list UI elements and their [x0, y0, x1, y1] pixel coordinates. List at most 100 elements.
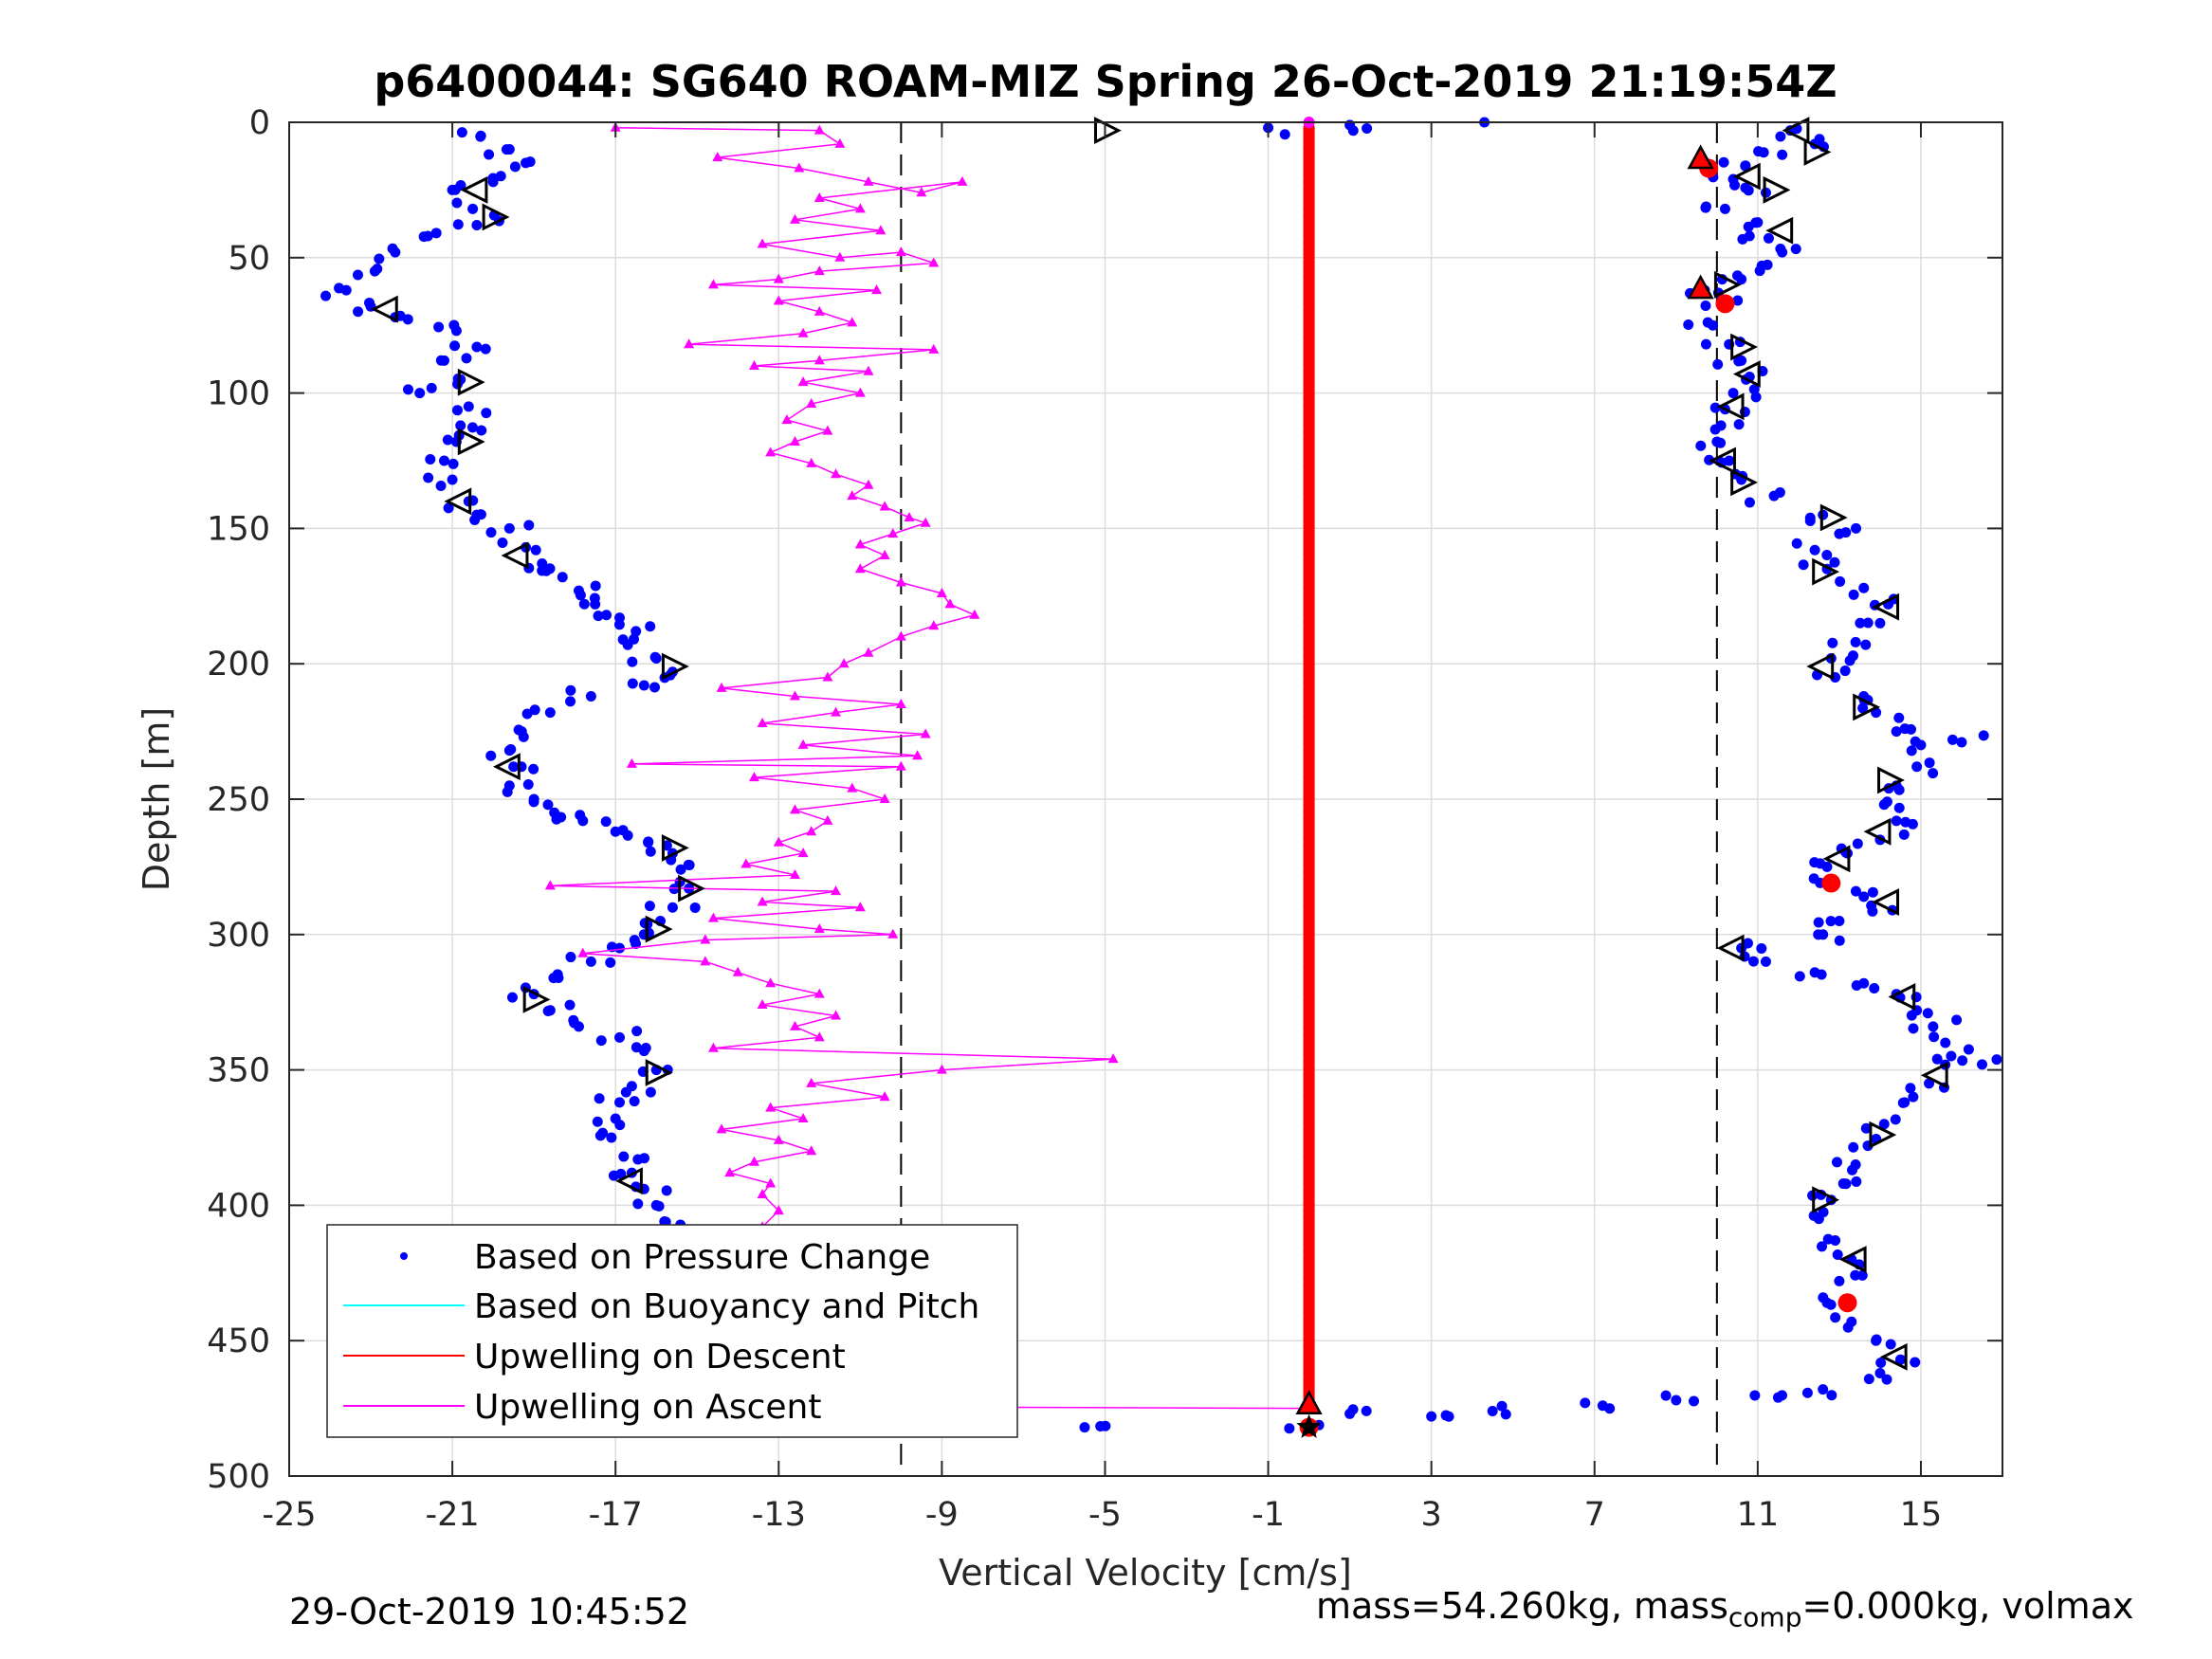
triangle-marker — [1713, 270, 1742, 299]
ascent-point — [789, 436, 800, 447]
pressure-point — [1808, 1210, 1819, 1221]
pressure-point — [528, 796, 539, 808]
pressure-point — [605, 957, 616, 968]
pressure-point — [661, 1185, 672, 1196]
red-circle-marker — [1715, 294, 1735, 314]
pressure-point — [613, 1031, 625, 1043]
pressure-point — [1827, 637, 1838, 648]
triangle-marker — [1765, 216, 1794, 245]
ascent-point — [716, 682, 727, 692]
ascent-point — [944, 598, 956, 609]
ascent-point — [740, 858, 752, 868]
legend-swatch-pressure — [400, 1252, 408, 1260]
ascent-point — [831, 1010, 842, 1020]
pressure-point — [1867, 905, 1878, 917]
ascent-point — [863, 479, 874, 489]
pressure-point — [485, 750, 497, 761]
pressure-point — [471, 341, 483, 353]
pressure-point — [518, 731, 529, 742]
x-tick-label: 3 — [1421, 1496, 1442, 1534]
pressure-point — [631, 1026, 643, 1037]
pressure-point — [1804, 512, 1816, 523]
triangle-marker — [1730, 333, 1759, 361]
ascent-point — [797, 376, 809, 387]
ascent-point — [707, 912, 719, 922]
ascent-point — [863, 175, 874, 186]
ascent-point — [757, 999, 768, 1010]
pressure-point — [1728, 388, 1739, 399]
ascent-point — [936, 587, 947, 597]
pressure-point — [1801, 1387, 1813, 1398]
pressure-point — [1897, 1097, 1909, 1108]
pressure-point — [430, 228, 442, 239]
pressure-point — [402, 314, 413, 325]
pressure-point — [1928, 768, 1939, 779]
ascent-point — [814, 191, 825, 202]
pressure-point — [597, 1127, 609, 1139]
pressure-point — [1951, 1014, 1963, 1026]
pressure-point — [1500, 1409, 1511, 1420]
triangle-marker — [1872, 888, 1900, 916]
ascent-point — [936, 1064, 947, 1074]
pressure-point — [1891, 815, 1902, 827]
mass-annotation: mass=54.260kg, masscomp=0.000kg, volmax — [1316, 1585, 2133, 1633]
ascent-point — [895, 630, 906, 641]
pressure-point — [565, 952, 576, 963]
pressure-point — [521, 708, 533, 720]
pressure-point — [1712, 358, 1724, 370]
pressure-point — [578, 598, 590, 610]
pressure-point — [565, 684, 576, 696]
triangle-marker — [1888, 983, 1916, 1011]
pressure-point — [1284, 1423, 1295, 1434]
pressure-point — [529, 704, 540, 716]
ascent-point — [879, 549, 890, 559]
pressure-point — [456, 127, 467, 138]
pressure-point — [1700, 301, 1711, 312]
pressure-point — [568, 1014, 579, 1026]
pressure-point — [1791, 538, 1802, 549]
ascent-point — [814, 1031, 825, 1042]
ascent-point — [831, 706, 842, 717]
ascent-point — [716, 1123, 727, 1134]
triangle-marker — [1803, 137, 1832, 166]
ascent-point — [904, 511, 915, 521]
pressure-point — [592, 1116, 603, 1127]
pressure-point — [1924, 757, 1935, 769]
pressure-point — [544, 707, 556, 719]
mass-annotation-suffix: =0.000kg, volmax — [1801, 1585, 2134, 1627]
pressure-point — [449, 184, 461, 195]
ascent-point — [969, 609, 980, 619]
pressure-point — [631, 1042, 642, 1053]
pressure-point — [590, 580, 601, 592]
pressure-point — [1760, 956, 1771, 967]
ascent-point — [814, 265, 825, 276]
pressure-point — [352, 269, 363, 281]
ascent-point — [789, 1020, 800, 1030]
pressure-point — [1347, 1404, 1359, 1415]
ascent-point — [814, 988, 825, 998]
pressure-point — [447, 474, 458, 485]
pressure-point — [1743, 185, 1754, 196]
pressure-point — [1744, 497, 1755, 508]
pressure-point — [435, 481, 447, 492]
ascent-point — [847, 782, 858, 793]
pressure-point — [1816, 969, 1827, 980]
pressure-point — [632, 1198, 644, 1210]
ascent-point — [854, 538, 866, 549]
pressure-point — [565, 696, 576, 707]
ascent-point — [806, 1145, 817, 1156]
pressure-point — [1844, 655, 1856, 666]
legend: Based on Pressure Change Based on Buoyan… — [326, 1224, 1018, 1438]
pressure-point — [1893, 802, 1905, 813]
pressure-point — [449, 340, 461, 352]
ascent-point — [748, 1156, 759, 1166]
pressure-point — [1732, 295, 1744, 306]
ascent-point — [847, 490, 858, 501]
pressure-point — [1790, 244, 1801, 255]
pressure-point — [575, 810, 586, 821]
y-tick-label: 350 — [207, 1052, 270, 1090]
pressure-point — [481, 408, 492, 419]
pressure-point — [1689, 1395, 1700, 1407]
pressure-point — [497, 537, 508, 548]
pressure-point — [414, 388, 426, 399]
